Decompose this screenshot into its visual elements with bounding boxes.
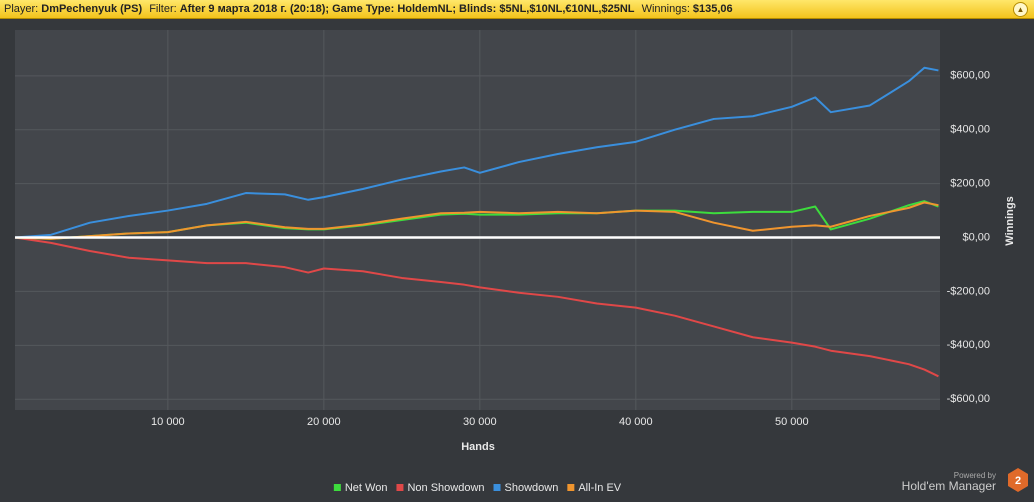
series-line (14, 66, 939, 239)
winnings: $135,06 (692, 3, 733, 15)
series-line (14, 236, 939, 378)
label: Filter: (149, 3, 177, 15)
collapse-button[interactable]: ▲ (1013, 2, 1028, 17)
y-axis-title: Winnings (1004, 196, 1016, 245)
legend-marker (567, 484, 575, 491)
x-tick-label: 30 000 (463, 416, 497, 428)
player: DmPechenyuk (PS) (41, 3, 143, 15)
x-tick-label: 50 000 (775, 416, 809, 428)
label: Winnings: (641, 3, 690, 15)
x-axis-title: Hands (461, 441, 495, 453)
filter: After 9 марта 2018 г. (20:18); Game Type… (179, 3, 635, 15)
y-tick-label: $200,00 (950, 178, 990, 190)
plot-area (15, 30, 940, 410)
powered-by: Powered by (954, 471, 996, 480)
chart: Hands Winnings Powered by Hold'em Manage… (14, 30, 1028, 494)
y-tick-label: $0,00 (962, 231, 990, 243)
filter-bar: Player: DmPechenyuk (PS) Filter: After 9 м… (0, 0, 1034, 19)
label: Player: (4, 3, 39, 15)
x-tick-label: 40 000 (619, 416, 653, 428)
legend-marker (493, 484, 501, 491)
y-tick-label: -$400,00 (947, 339, 990, 351)
legend-marker (396, 484, 404, 491)
product-name: Hold'em Manager (902, 479, 996, 493)
logo-version: 2 (1015, 475, 1021, 487)
legend-label: All-In EV (578, 482, 621, 494)
y-tick-label: $600,00 (950, 70, 990, 82)
y-tick-label: $400,00 (950, 124, 990, 136)
legend-label: Net Won (345, 482, 388, 494)
logo (1008, 468, 1028, 492)
y-tick-label: -$200,00 (947, 285, 990, 297)
legend-label: Non Showdown (407, 482, 484, 494)
y-tick-label: -$600,00 (947, 393, 990, 405)
series-line (14, 201, 939, 240)
x-tick-label: 20 000 (307, 416, 341, 428)
legend-label: Showdown (505, 482, 559, 494)
x-tick-label: 10 000 (151, 416, 185, 428)
legend-marker (333, 484, 341, 491)
